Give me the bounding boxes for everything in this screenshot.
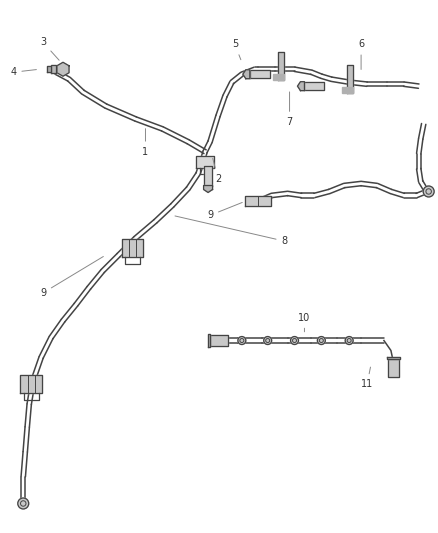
Polygon shape — [342, 87, 353, 93]
Circle shape — [345, 336, 353, 344]
Polygon shape — [389, 359, 399, 377]
Circle shape — [290, 336, 298, 344]
Circle shape — [18, 498, 29, 509]
Polygon shape — [250, 70, 270, 78]
Text: 3: 3 — [40, 37, 59, 60]
Text: 6: 6 — [358, 39, 364, 69]
Polygon shape — [278, 52, 283, 80]
Polygon shape — [204, 185, 212, 192]
Polygon shape — [57, 62, 69, 76]
Text: 9: 9 — [207, 203, 242, 220]
Text: 9: 9 — [40, 256, 103, 298]
Polygon shape — [208, 334, 210, 347]
Text: 7: 7 — [286, 92, 293, 127]
Polygon shape — [204, 166, 212, 185]
Polygon shape — [245, 197, 271, 206]
Polygon shape — [243, 70, 250, 79]
Polygon shape — [210, 335, 228, 346]
Circle shape — [238, 336, 246, 344]
Polygon shape — [297, 82, 304, 91]
Text: 1: 1 — [142, 128, 148, 157]
Circle shape — [423, 186, 434, 197]
Polygon shape — [388, 358, 400, 359]
Polygon shape — [347, 65, 353, 93]
Polygon shape — [122, 239, 144, 257]
Circle shape — [318, 336, 325, 344]
Polygon shape — [273, 74, 283, 80]
Text: 11: 11 — [361, 367, 373, 389]
Polygon shape — [47, 67, 51, 72]
Text: 2: 2 — [213, 158, 221, 183]
Polygon shape — [51, 65, 56, 73]
Polygon shape — [196, 156, 214, 168]
Polygon shape — [304, 82, 324, 90]
Polygon shape — [20, 375, 42, 393]
Text: 4: 4 — [10, 67, 36, 77]
Text: 8: 8 — [175, 216, 288, 246]
Text: 5: 5 — [232, 39, 241, 60]
Circle shape — [264, 336, 272, 344]
Text: 10: 10 — [298, 313, 311, 332]
